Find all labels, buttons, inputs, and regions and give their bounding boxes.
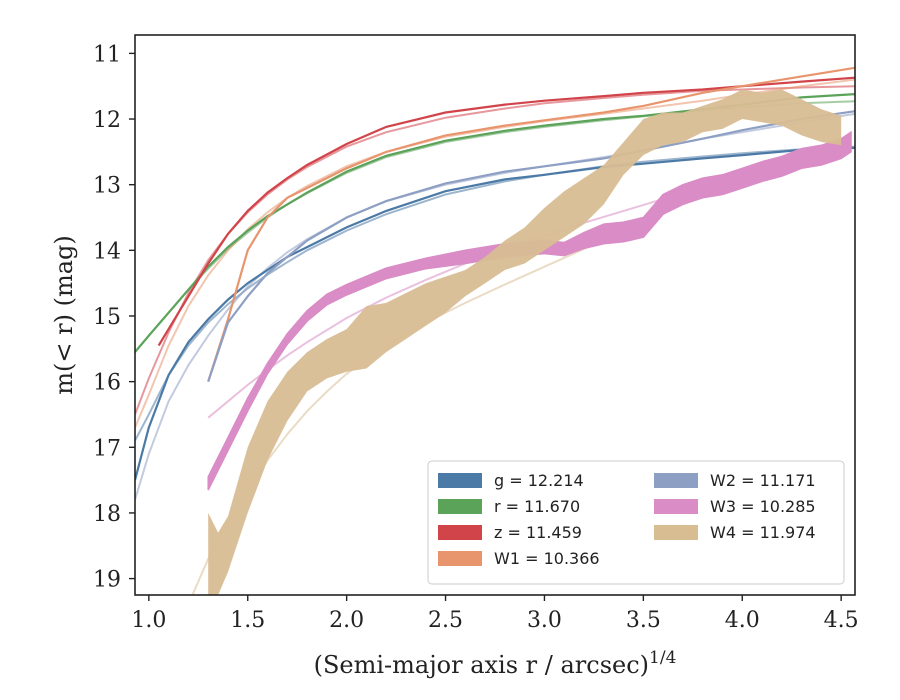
x-axis-label-exponent: 1/4: [649, 648, 676, 668]
legend-label-w4: W4 = 11.974: [710, 523, 816, 542]
series-w2-line: [207, 110, 855, 382]
y-tick-label: 11: [93, 42, 121, 67]
axes-frame: [134, 34, 856, 596]
plot-area: [135, 66, 855, 595]
legend-label-g: g = 12.214: [494, 471, 584, 490]
series-w3-band: [207, 130, 852, 491]
legend-label-w3: W3 = 10.285: [710, 497, 816, 516]
series-r-line: [135, 93, 855, 353]
legend-swatch-w1: [438, 551, 482, 566]
x-tick-label: 2.0: [329, 608, 364, 633]
legend-swatch-w4: [654, 525, 698, 540]
series-r-fit-line: [135, 100, 855, 353]
legend-swatch-r: [438, 499, 482, 514]
x-tick-label: 2.5: [428, 608, 463, 633]
y-axis-label: m(< r) (mag): [50, 235, 78, 394]
series-g-fit-line: [135, 145, 855, 442]
legend-label-w2: W2 = 11.171: [710, 471, 816, 490]
legend-swatch-w3: [654, 499, 698, 514]
y-tick-label: 17: [93, 436, 121, 461]
series-w4-band: [208, 89, 842, 595]
legend-box: [427, 460, 845, 585]
y-tick-label: 19: [93, 568, 121, 593]
x-tick-label: 3.0: [527, 608, 562, 633]
y-tick-label: 16: [93, 371, 121, 396]
x-tick-label: 1.5: [230, 608, 265, 633]
legend-label-z: z = 11.459: [494, 523, 582, 542]
x-tick-label: 4.5: [824, 608, 859, 633]
legend-swatch-w2: [654, 473, 698, 488]
y-tick-label: 15: [93, 305, 121, 330]
series-w1-fit-line: [135, 78, 855, 428]
legend-swatch-z: [438, 525, 482, 540]
legend-label-r: r = 11.670: [494, 497, 580, 516]
axis-ticks: 1.0 1.5 2.0 2.5 3.0 3.5 4.0 4.5 11 12 13 14 15 16 17 18…: [93, 42, 859, 633]
y-tick-label: 18: [93, 502, 121, 527]
x-axis-label: (Semi-major axis r / arcsec)1/4: [314, 648, 677, 679]
legend-swatch-g: [438, 473, 482, 488]
series-w1-line: [207, 66, 855, 382]
x-tick-label: 3.5: [626, 608, 661, 633]
x-tick-label: 4.0: [725, 608, 760, 633]
series-g-line: [135, 146, 855, 481]
x-tick-label: 1.0: [131, 608, 166, 633]
y-tick-label: 12: [93, 108, 121, 133]
legend: g = 12.214 r = 11.670 z = 11.459 W1 = 10.36…: [427, 460, 845, 585]
y-tick-label: 14: [93, 239, 121, 264]
series-z-line: [157, 76, 855, 347]
y-tick-label: 13: [93, 174, 121, 199]
legend-label-w1: W1 = 10.366: [494, 549, 600, 568]
x-axis-label-main: (Semi-major axis r / arcsec): [314, 651, 649, 679]
